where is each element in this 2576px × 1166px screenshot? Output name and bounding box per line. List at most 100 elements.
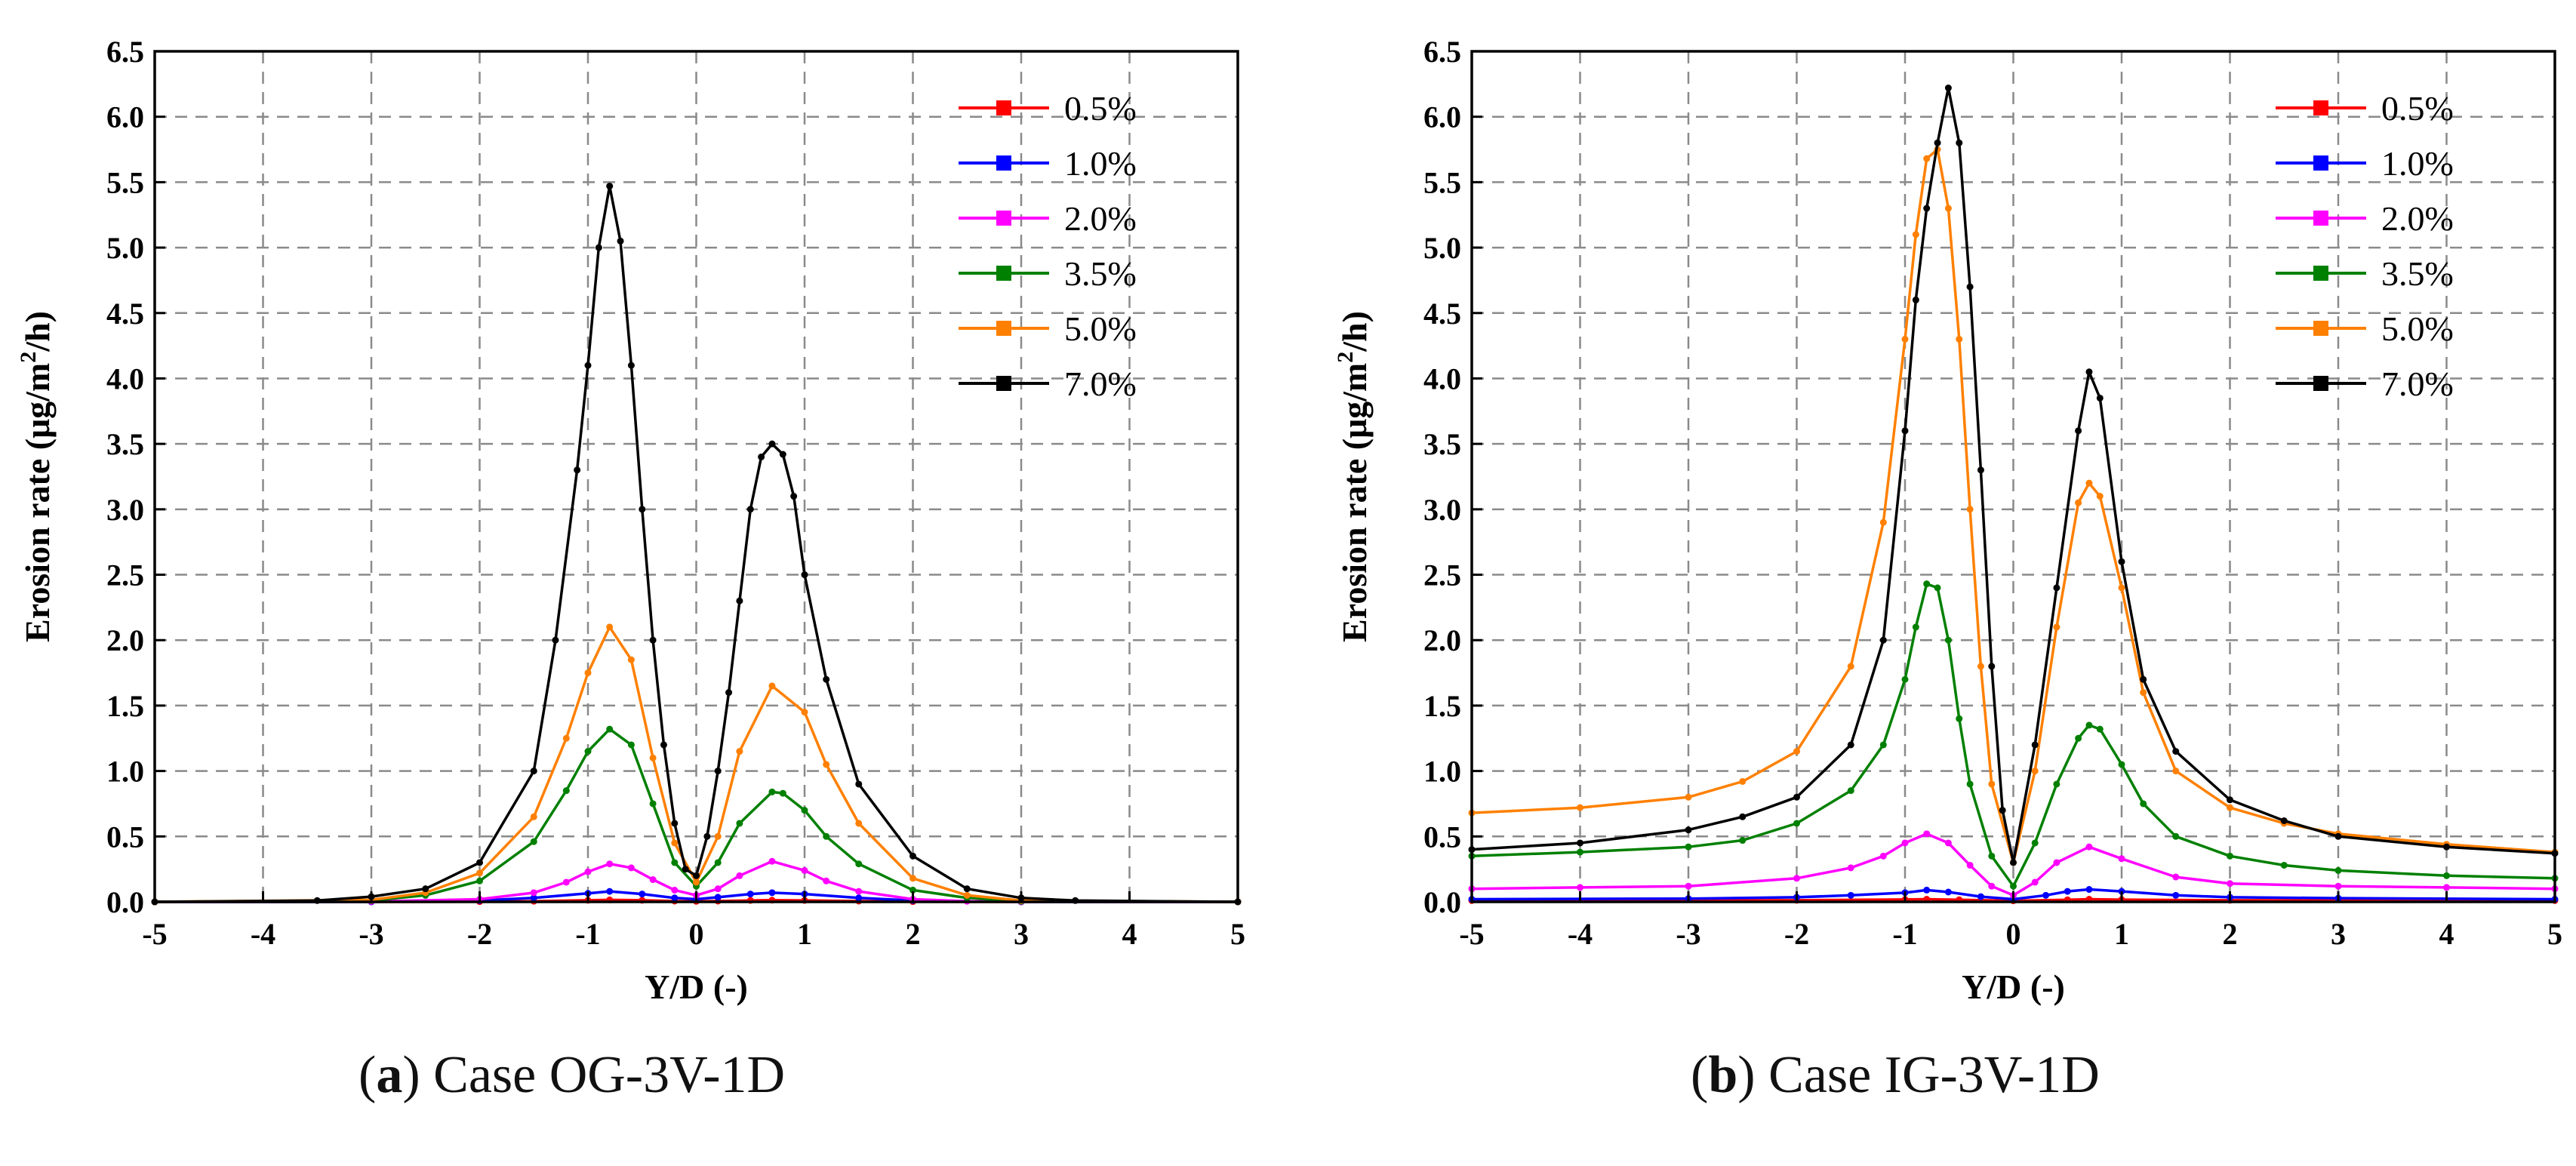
data-point bbox=[2443, 843, 2450, 851]
data-point bbox=[1793, 748, 1800, 755]
data-point bbox=[2031, 878, 2039, 886]
y-tick-label: 4.0 bbox=[106, 361, 144, 395]
data-point bbox=[714, 885, 722, 893]
x-tick-label: 5 bbox=[1230, 917, 1245, 951]
data-point bbox=[1944, 205, 1952, 212]
data-point bbox=[1685, 882, 1692, 890]
data-point bbox=[562, 734, 570, 742]
data-point bbox=[1923, 580, 1931, 588]
legend-item: 1.0% bbox=[2276, 144, 2454, 183]
data-point bbox=[714, 894, 722, 901]
x-tick-label: 2 bbox=[2223, 917, 2238, 951]
data-point bbox=[2042, 891, 2050, 899]
y-tick-label: 5.5 bbox=[106, 165, 144, 199]
legend-a: 0.5% 1.0% 2.0% 3.5% 5.0% 7.0% bbox=[959, 89, 1137, 403]
y-tick-label: 3.0 bbox=[106, 493, 144, 527]
data-point bbox=[909, 886, 916, 894]
y-tick-label: 5.0 bbox=[106, 231, 144, 265]
data-point bbox=[584, 868, 592, 875]
data-point bbox=[1847, 891, 1854, 899]
x-tick-label: -1 bbox=[575, 917, 600, 951]
data-point bbox=[2031, 741, 2039, 749]
data-point bbox=[714, 832, 722, 840]
data-point bbox=[2010, 882, 2017, 890]
legend-item: 5.0% bbox=[2276, 309, 2454, 348]
data-point bbox=[2227, 852, 2233, 860]
data-point bbox=[2096, 394, 2104, 401]
caption-b: (b) Case IG-3V-1D bbox=[1691, 1045, 2100, 1106]
y-axis-label-sup: 2 bbox=[16, 352, 41, 363]
data-point bbox=[530, 813, 537, 820]
data-point bbox=[725, 689, 733, 697]
data-point bbox=[2334, 882, 2342, 890]
y-tick-label: 6.0 bbox=[106, 100, 144, 134]
y-tick-label: 1.5 bbox=[1423, 689, 1461, 723]
x-tick-label: 0 bbox=[689, 917, 704, 951]
data-point bbox=[476, 859, 483, 866]
series-b-3 bbox=[1468, 580, 2559, 890]
data-point bbox=[1847, 787, 1854, 795]
data-point bbox=[855, 780, 863, 788]
series-b-4 bbox=[1468, 146, 2559, 866]
data-point bbox=[627, 741, 635, 749]
data-point bbox=[422, 885, 429, 893]
data-point bbox=[1988, 852, 1996, 860]
y-tick-label: 2.5 bbox=[1423, 558, 1461, 592]
data-point bbox=[1577, 839, 1583, 847]
x-tick-label: -5 bbox=[1459, 917, 1484, 951]
data-point bbox=[2280, 817, 2288, 825]
data-point bbox=[682, 866, 689, 873]
legend-marker bbox=[996, 100, 1011, 115]
data-point bbox=[627, 864, 635, 872]
legend-label: 7.0% bbox=[1064, 365, 1137, 403]
data-point bbox=[855, 894, 863, 902]
data-point bbox=[2172, 832, 2180, 840]
data-point bbox=[855, 860, 863, 868]
y-axis-label-main: Erosion rate (μg/m bbox=[1335, 363, 1374, 642]
data-point bbox=[2053, 584, 2060, 592]
data-point bbox=[1685, 843, 1692, 851]
legend-label: 2.0% bbox=[1064, 199, 1137, 238]
y-tick-label: 3.0 bbox=[1423, 493, 1461, 527]
data-point bbox=[779, 451, 786, 458]
data-point bbox=[1923, 155, 1931, 162]
data-point bbox=[2334, 832, 2342, 840]
series-b-5 bbox=[1468, 85, 2559, 866]
data-point bbox=[693, 878, 700, 886]
legend-label: 0.5% bbox=[1064, 89, 1137, 128]
x-tick-label: 1 bbox=[797, 917, 812, 951]
data-point bbox=[714, 859, 722, 866]
data-point bbox=[768, 440, 776, 448]
data-point bbox=[1934, 139, 1941, 146]
data-point bbox=[1956, 715, 1963, 722]
data-point bbox=[1999, 807, 2006, 814]
data-point bbox=[2227, 804, 2233, 811]
data-point bbox=[574, 466, 581, 474]
data-point bbox=[736, 748, 743, 755]
data-point bbox=[2096, 725, 2104, 733]
data-point bbox=[617, 237, 624, 245]
data-point bbox=[584, 361, 592, 369]
data-point bbox=[1944, 85, 1952, 92]
caption-a-close: ) bbox=[402, 1046, 420, 1104]
data-point bbox=[1923, 830, 1931, 838]
y-axis-label-main: Erosion rate (μg/m bbox=[18, 363, 57, 642]
data-point bbox=[746, 506, 754, 513]
data-point bbox=[779, 789, 786, 797]
data-point bbox=[1739, 813, 1747, 820]
data-point bbox=[476, 869, 483, 877]
data-point bbox=[1912, 231, 1919, 238]
data-point bbox=[1912, 296, 1919, 303]
data-point bbox=[2334, 866, 2342, 874]
data-point bbox=[2140, 689, 2147, 697]
legend-item: 5.0% bbox=[959, 309, 1137, 348]
data-point bbox=[823, 877, 830, 884]
y-tick-label: 3.5 bbox=[106, 427, 144, 461]
x-axis-label: Y/D (-) bbox=[1962, 968, 2065, 1006]
legend-label: 5.0% bbox=[1064, 309, 1137, 348]
y-tick-label: 5.5 bbox=[1423, 165, 1461, 199]
data-point bbox=[2085, 886, 2093, 894]
data-point bbox=[1956, 139, 1963, 146]
data-point bbox=[1956, 335, 1963, 343]
